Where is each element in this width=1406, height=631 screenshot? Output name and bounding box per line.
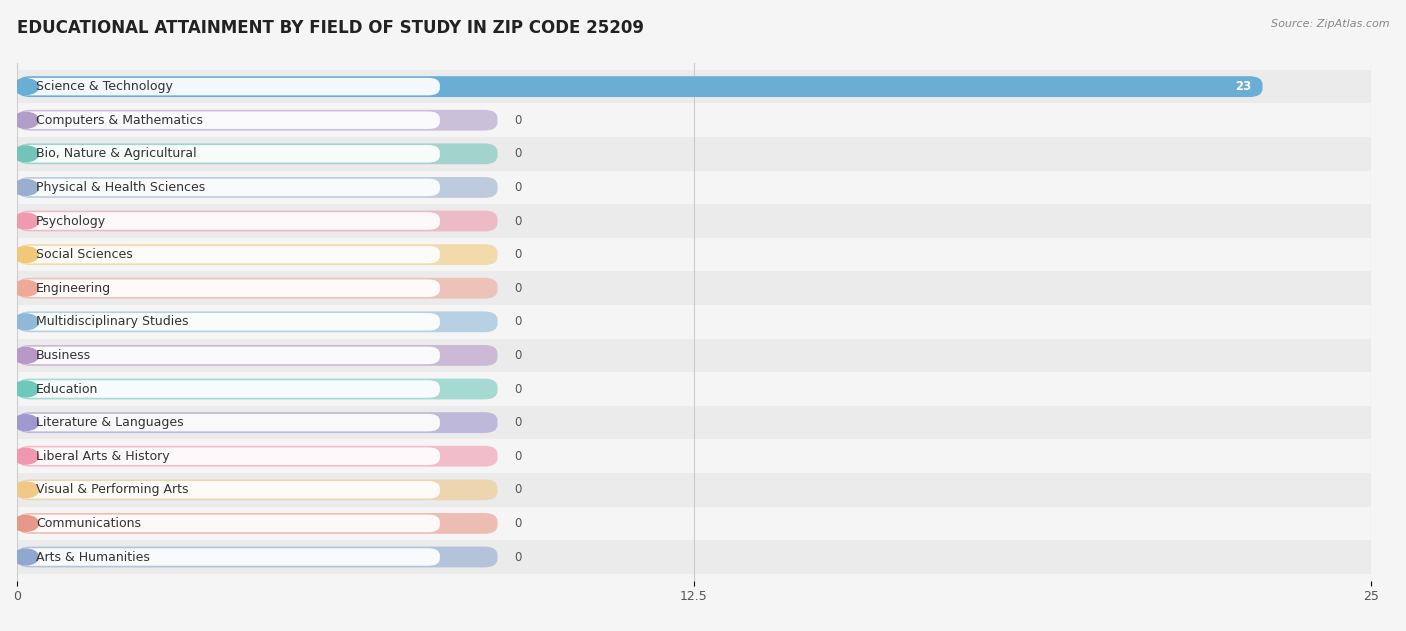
FancyBboxPatch shape: [17, 380, 440, 398]
Text: Visual & Performing Arts: Visual & Performing Arts: [37, 483, 188, 497]
Text: Physical & Health Sciences: Physical & Health Sciences: [37, 181, 205, 194]
Text: 0: 0: [513, 181, 522, 194]
Text: Communications: Communications: [37, 517, 141, 530]
Circle shape: [13, 314, 38, 330]
Text: Psychology: Psychology: [37, 215, 105, 228]
Text: Engineering: Engineering: [37, 281, 111, 295]
Text: 0: 0: [513, 416, 522, 429]
FancyBboxPatch shape: [17, 212, 440, 230]
FancyBboxPatch shape: [17, 480, 498, 500]
Text: 0: 0: [513, 248, 522, 261]
FancyBboxPatch shape: [17, 412, 498, 433]
FancyBboxPatch shape: [17, 546, 498, 567]
Text: Multidisciplinary Studies: Multidisciplinary Studies: [37, 316, 188, 328]
FancyBboxPatch shape: [17, 447, 440, 465]
FancyBboxPatch shape: [17, 246, 440, 263]
FancyBboxPatch shape: [17, 379, 498, 399]
Bar: [17, 406, 1371, 439]
Bar: [17, 540, 1371, 574]
FancyBboxPatch shape: [17, 345, 498, 366]
FancyBboxPatch shape: [17, 346, 440, 364]
Text: Liberal Arts & History: Liberal Arts & History: [37, 450, 170, 463]
FancyBboxPatch shape: [17, 110, 498, 131]
Circle shape: [13, 280, 38, 296]
FancyBboxPatch shape: [17, 311, 498, 333]
Text: 0: 0: [513, 382, 522, 396]
FancyBboxPatch shape: [17, 143, 498, 164]
Text: 0: 0: [513, 215, 522, 228]
FancyBboxPatch shape: [17, 145, 440, 163]
Text: Source: ZipAtlas.com: Source: ZipAtlas.com: [1271, 19, 1389, 29]
Text: EDUCATIONAL ATTAINMENT BY FIELD OF STUDY IN ZIP CODE 25209: EDUCATIONAL ATTAINMENT BY FIELD OF STUDY…: [17, 19, 644, 37]
Circle shape: [13, 179, 38, 196]
Circle shape: [13, 348, 38, 363]
Text: 0: 0: [513, 281, 522, 295]
Text: 0: 0: [513, 550, 522, 563]
Circle shape: [13, 112, 38, 128]
Circle shape: [13, 482, 38, 498]
Text: 23: 23: [1236, 80, 1251, 93]
Text: 0: 0: [513, 450, 522, 463]
Text: 0: 0: [513, 517, 522, 530]
FancyBboxPatch shape: [17, 445, 498, 466]
Bar: [17, 103, 1371, 137]
Bar: [17, 271, 1371, 305]
Bar: [17, 339, 1371, 372]
Text: 0: 0: [513, 147, 522, 160]
Text: Education: Education: [37, 382, 98, 396]
Bar: [17, 70, 1371, 103]
Bar: [17, 372, 1371, 406]
Circle shape: [13, 549, 38, 565]
FancyBboxPatch shape: [17, 280, 440, 297]
Text: Bio, Nature & Agricultural: Bio, Nature & Agricultural: [37, 147, 197, 160]
Circle shape: [13, 213, 38, 229]
FancyBboxPatch shape: [17, 211, 498, 232]
Text: Science & Technology: Science & Technology: [37, 80, 173, 93]
FancyBboxPatch shape: [17, 481, 440, 498]
Text: Literature & Languages: Literature & Languages: [37, 416, 184, 429]
Bar: [17, 238, 1371, 271]
Text: Arts & Humanities: Arts & Humanities: [37, 550, 150, 563]
FancyBboxPatch shape: [17, 278, 498, 298]
Bar: [17, 170, 1371, 204]
Text: Social Sciences: Social Sciences: [37, 248, 132, 261]
Circle shape: [13, 247, 38, 262]
Circle shape: [13, 415, 38, 430]
Bar: [17, 204, 1371, 238]
Bar: [17, 439, 1371, 473]
FancyBboxPatch shape: [17, 548, 440, 566]
Text: 0: 0: [513, 316, 522, 328]
FancyBboxPatch shape: [17, 513, 498, 534]
Bar: [17, 507, 1371, 540]
Circle shape: [13, 448, 38, 464]
Bar: [17, 137, 1371, 170]
FancyBboxPatch shape: [17, 177, 498, 198]
Circle shape: [13, 146, 38, 162]
Circle shape: [13, 516, 38, 531]
Circle shape: [13, 381, 38, 397]
Circle shape: [13, 79, 38, 95]
Text: Computers & Mathematics: Computers & Mathematics: [37, 114, 202, 127]
FancyBboxPatch shape: [17, 414, 440, 432]
FancyBboxPatch shape: [17, 179, 440, 196]
Text: 0: 0: [513, 349, 522, 362]
FancyBboxPatch shape: [17, 313, 440, 331]
Text: Business: Business: [37, 349, 91, 362]
FancyBboxPatch shape: [17, 76, 1263, 97]
Bar: [17, 473, 1371, 507]
Bar: [17, 305, 1371, 339]
FancyBboxPatch shape: [17, 244, 498, 265]
FancyBboxPatch shape: [17, 515, 440, 532]
Text: 0: 0: [513, 114, 522, 127]
Text: 0: 0: [513, 483, 522, 497]
FancyBboxPatch shape: [17, 112, 440, 129]
FancyBboxPatch shape: [17, 78, 440, 95]
